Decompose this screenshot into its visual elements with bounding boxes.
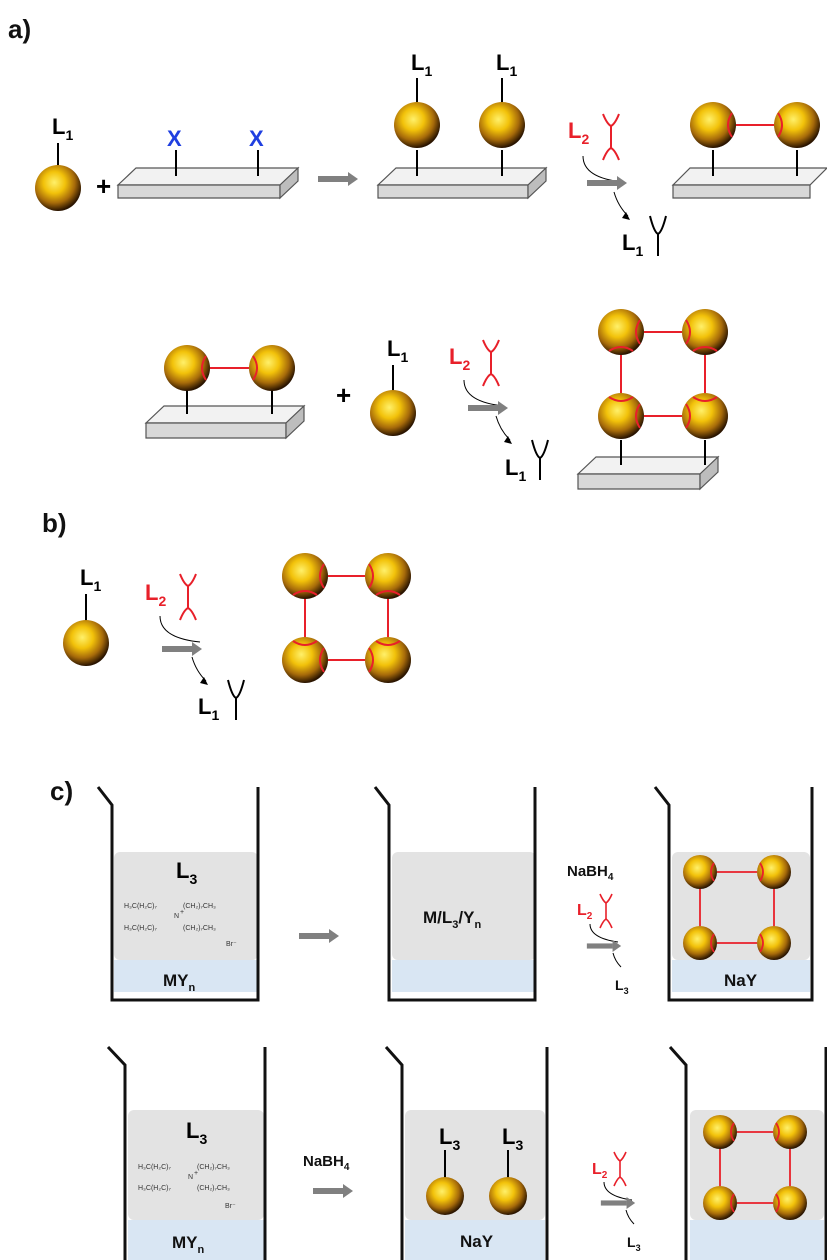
svg-text:L1: L1 (411, 50, 432, 79)
svg-text:H₃C(H₂C)₇: H₃C(H₂C)₇ (138, 1185, 171, 1192)
beaker-6 (668, 1046, 827, 1260)
svg-text:L3: L3 (627, 1234, 641, 1253)
svg-text:+: + (194, 1170, 198, 1177)
nanoparticle-with-l1: L1 (63, 565, 109, 666)
svg-text:L3: L3 (439, 1124, 460, 1153)
x-group-label: X (167, 126, 182, 151)
substrate-with-tetramer (576, 309, 728, 491)
substrate-with-dimer (144, 345, 306, 440)
plus-sign: + (336, 380, 351, 410)
monodentate-ligand-icon (649, 215, 667, 256)
svg-text:L1: L1 (387, 336, 408, 365)
ligand-exchange-arrow: L2 L3 (592, 1151, 641, 1253)
nanoparticle-tetramer (282, 553, 411, 683)
ligand-l1-label: L1 (52, 114, 73, 143)
complex-label: M/L3/Yn (423, 908, 481, 931)
svg-text:L2: L2 (577, 902, 593, 922)
substrate-with-dimer (671, 102, 827, 199)
reaction-arrow (318, 172, 358, 186)
svg-text:MYn: MYn (172, 1233, 205, 1256)
svg-text:(CH₂)₇CH₃: (CH₂)₇CH₃ (197, 1164, 230, 1171)
svg-text:L2: L2 (449, 344, 470, 373)
section-label-b: b) (42, 508, 67, 538)
section-label-c: c) (50, 776, 73, 806)
reduction-exchange-arrow: NaBH4 L2 L3 (567, 863, 629, 996)
nanoparticle-with-l1: L1 (370, 336, 416, 436)
svg-text:NaBH4: NaBH4 (303, 1153, 350, 1173)
svg-text:L1: L1 (496, 50, 517, 79)
svg-text:L3: L3 (615, 977, 629, 996)
svg-text:L1: L1 (505, 455, 526, 484)
svg-text:L1: L1 (80, 565, 101, 594)
beaker-3: NaY (653, 786, 814, 1002)
svg-text:NaY: NaY (460, 1232, 494, 1251)
svg-text:L2: L2 (568, 118, 589, 147)
section-label-a: a) (8, 14, 31, 44)
svg-text:L1: L1 (198, 694, 219, 723)
ligand-exchange-arrow: L2 L1 (449, 339, 549, 484)
reaction-arrow (299, 929, 339, 943)
beaker-5: L3 L3 NaY (384, 1046, 549, 1260)
reduction-arrow: NaBH4 (303, 1153, 353, 1198)
bidentate-ligand-icon (602, 113, 620, 161)
svg-text:+: + (180, 909, 184, 916)
x-group-label: X (249, 126, 264, 151)
svg-text:H₃C(H₂C)₇: H₃C(H₂C)₇ (124, 925, 157, 932)
substrate-with-nanoparticles: L1 L1 (376, 50, 548, 200)
beaker-4: L3 H₃C(H₂C)₇ (CH₂)₇CH₃ N + H₃C(H₂C)₇ (CH… (106, 1045, 267, 1260)
svg-text:NaY: NaY (724, 971, 758, 990)
substrate-with-x-groups: X X (116, 126, 300, 200)
svg-text:H₃C(H₂C)₇: H₃C(H₂C)₇ (124, 903, 157, 910)
svg-text:(CH₂)₇CH₃: (CH₂)₇CH₃ (183, 925, 216, 932)
svg-text:N: N (188, 1174, 193, 1181)
svg-text:NaBH4: NaBH4 (567, 863, 614, 883)
svg-text:L3: L3 (176, 858, 197, 887)
plus-sign: + (96, 171, 111, 201)
svg-text:Br⁻: Br⁻ (225, 1203, 236, 1210)
beaker-1: L3 H₃C(H₂C)₇ (CH₂)₇CH₃ N + H₃C(H₂C)₇ (CH… (96, 786, 260, 1002)
ligand-exchange-arrow: L2 L1 (568, 113, 667, 259)
svg-text:L2: L2 (592, 1161, 608, 1181)
gold-nanoparticle (35, 165, 81, 211)
svg-text:L3: L3 (502, 1124, 523, 1153)
svg-text:N: N (174, 913, 179, 920)
svg-text:L2: L2 (145, 580, 166, 609)
ligand-exchange-arrow: L2 L1 (145, 573, 245, 723)
svg-text:(CH₂)₇CH₃: (CH₂)₇CH₃ (183, 903, 216, 910)
beaker-2: M/L3/Yn (373, 786, 537, 1002)
svg-text:L3: L3 (186, 1118, 207, 1147)
svg-text:L1: L1 (622, 230, 643, 259)
svg-text:H₃C(H₂C)₇: H₃C(H₂C)₇ (138, 1164, 171, 1171)
svg-text:(CH₂)₇CH₃: (CH₂)₇CH₃ (197, 1185, 230, 1192)
svg-text:Br⁻: Br⁻ (226, 941, 237, 948)
my-label: MYn (163, 971, 196, 994)
nanoparticle-with-l1: L1 (35, 114, 81, 211)
